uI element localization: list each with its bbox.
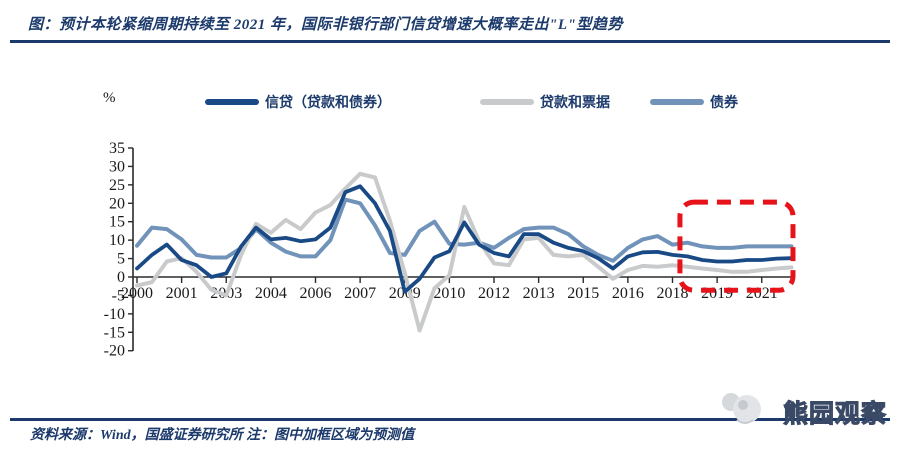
xiongyuan-logo-icon	[722, 393, 761, 424]
svg-text:15: 15	[109, 214, 125, 231]
svg-text:2001: 2001	[166, 285, 198, 302]
svg-text:2010: 2010	[433, 285, 465, 302]
svg-text:2006: 2006	[300, 285, 332, 302]
y-axis-unit-label: %	[103, 90, 116, 106]
svg-text:20: 20	[109, 195, 125, 212]
chart-title: 图：预计本轮紧缩周期持续至 2021 年，国际非银行部门信贷增速大概率走出"L"…	[28, 17, 623, 33]
legend-item-credit: 信贷（贷款和债券）	[205, 92, 391, 112]
svg-text:2018: 2018	[657, 285, 689, 302]
legend-item-bonds: 债券	[650, 92, 738, 112]
svg-text:2013: 2013	[523, 285, 555, 302]
legend-label-loans: 贷款和票据	[540, 96, 610, 111]
source-note: 资料来源：Wind，国盛证券研究所 注：图中加框区域为预测值	[30, 428, 415, 443]
svg-text:-15: -15	[104, 324, 125, 341]
svg-text:2004: 2004	[255, 285, 287, 302]
svg-text:2019: 2019	[701, 285, 733, 302]
svg-text:-20: -20	[104, 343, 125, 360]
svg-text:2015: 2015	[567, 285, 599, 302]
svg-text:-5: -5	[112, 287, 125, 304]
svg-text:35: 35	[109, 140, 125, 157]
svg-text:2012: 2012	[478, 285, 510, 302]
svg-text:2021: 2021	[746, 285, 778, 302]
svg-text:2007: 2007	[344, 285, 376, 302]
svg-text:-10: -10	[104, 306, 125, 323]
watermark-text: 熊园观察	[782, 400, 887, 429]
watermark: 熊园观察	[717, 390, 887, 430]
svg-text:25: 25	[109, 177, 125, 194]
legend-line-swatch-loans-icon	[480, 99, 534, 105]
legend-item-loans: 贷款和票据	[480, 92, 610, 112]
svg-text:2000: 2000	[121, 285, 153, 302]
svg-text:0: 0	[117, 269, 125, 286]
svg-text:10: 10	[109, 232, 125, 249]
title-underline	[10, 40, 890, 43]
svg-text:5: 5	[117, 251, 125, 268]
legend-label-bonds: 债券	[710, 96, 738, 111]
legend-label-credit: 信贷（贷款和债券）	[265, 96, 391, 111]
svg-text:2016: 2016	[612, 285, 644, 302]
legend-line-swatch-bonds-icon	[650, 99, 704, 105]
legend-line-swatch-credit-icon	[205, 99, 259, 105]
svg-text:30: 30	[109, 158, 125, 175]
footer-rule	[10, 418, 890, 421]
